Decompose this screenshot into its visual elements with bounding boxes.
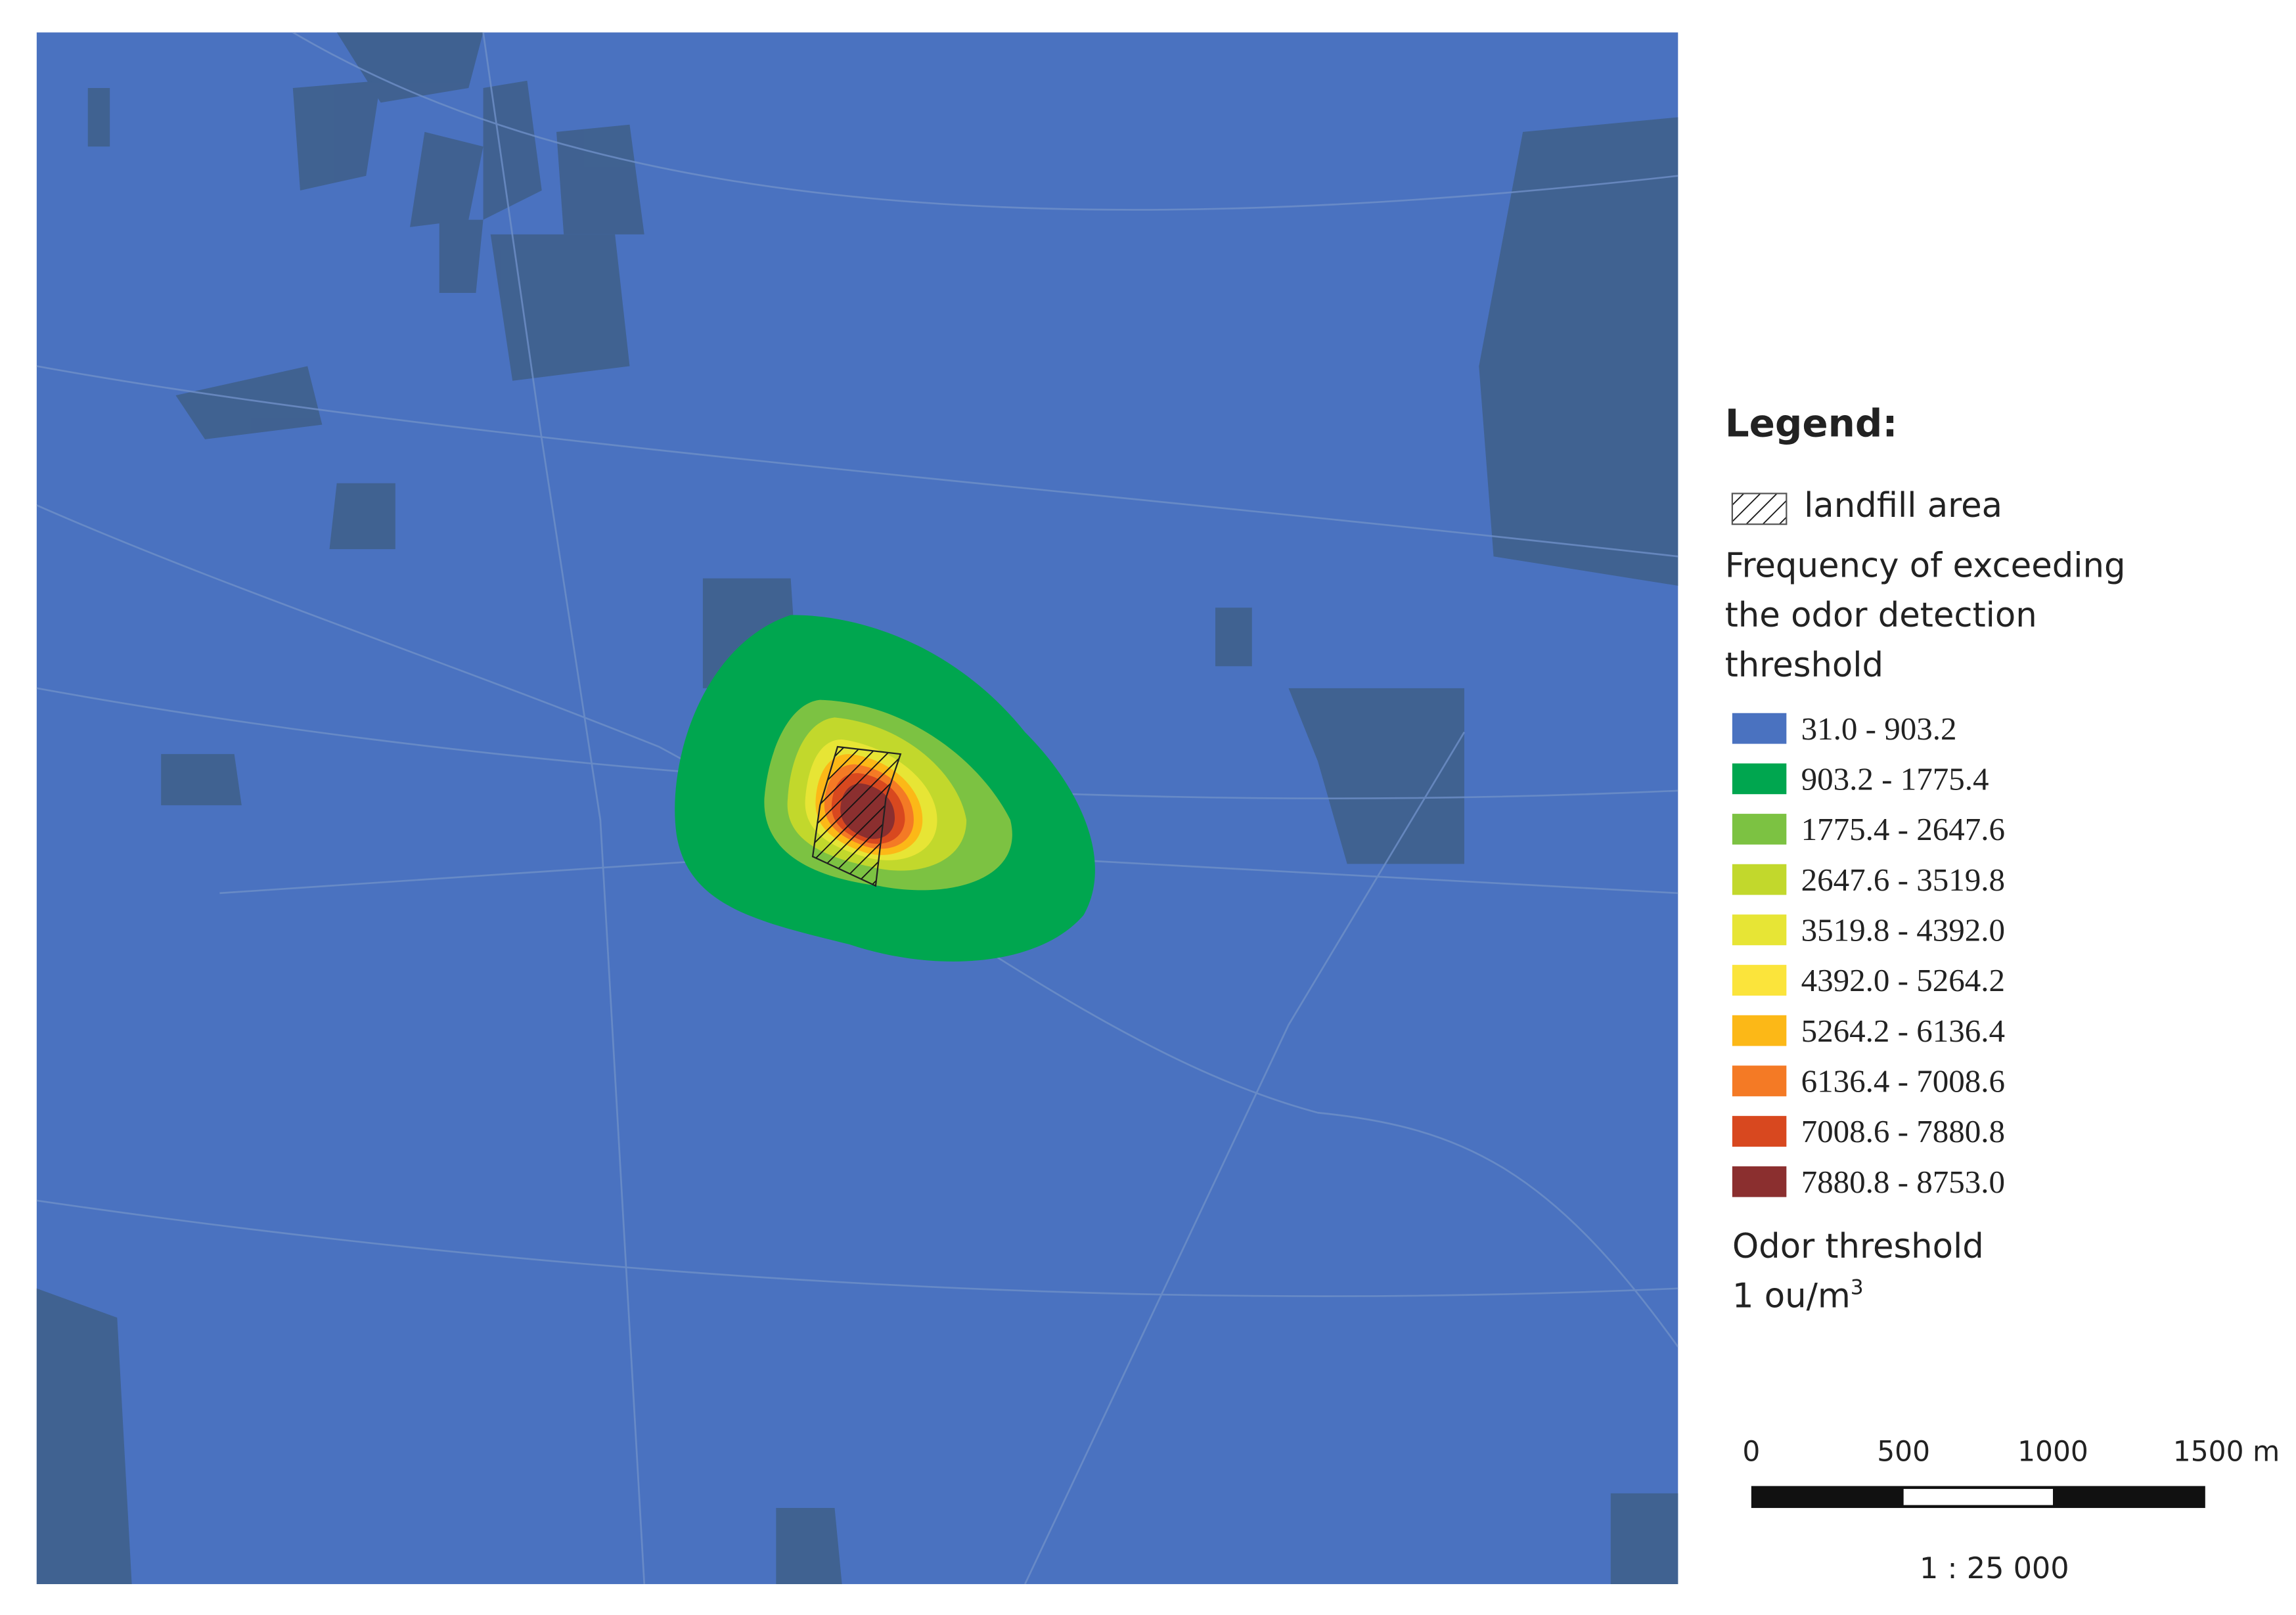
legend-swatch [1732, 1065, 1787, 1097]
threshold-text: 1 ou/m3 [1732, 1276, 1864, 1316]
scale-label: 500 [1877, 1436, 1930, 1468]
legend-heading: the odor detection [1725, 596, 2037, 635]
legend-label: 3519.8 - 4392.0 [1801, 912, 2005, 948]
scale-label: 1500 m [2173, 1436, 2280, 1468]
legend-swatch [1732, 763, 1787, 795]
scale-label: 0 [1742, 1436, 1760, 1468]
legend-swatch [1732, 914, 1787, 946]
legend-label: 6136.4 - 7008.6 [1801, 1063, 2005, 1099]
legend-swatch [1732, 814, 1787, 845]
legend-label: 2647.6 - 3519.8 [1801, 862, 2005, 898]
hatch-label: landfill area [1804, 486, 2002, 525]
scale-ratio: 1 : 25 000 [1920, 1551, 2069, 1585]
roads [36, 32, 1678, 1584]
odor-plume [675, 615, 1095, 962]
scale-bar: 0 500 1000 1500 m [1742, 1436, 2280, 1509]
legend-label: 5264.2 - 6136.4 [1801, 1013, 2005, 1049]
hatch-swatch [1731, 493, 1788, 525]
threshold-unit: 1 ou/m [1732, 1277, 1851, 1316]
scale-label: 1000 [2017, 1436, 2088, 1468]
legend-swatch [1732, 1116, 1787, 1147]
legend-label: 903.2 - 1775.4 [1801, 761, 1989, 797]
legend-swatch [1732, 965, 1787, 996]
legend-label: 7008.6 - 7880.8 [1801, 1113, 2005, 1149]
legend-label: 1775.4 - 2647.6 [1801, 811, 2005, 847]
legend-swatch [1732, 1166, 1787, 1197]
legend-label: 4392.0 - 5264.2 [1801, 962, 2005, 998]
scale-bar-segment [1903, 1489, 2053, 1505]
legend-heading: threshold [1725, 646, 1883, 685]
legend-label: 7880.8 - 8753.0 [1801, 1164, 2005, 1200]
forest-patches [36, 32, 1678, 1584]
legend-swatch [1732, 1015, 1787, 1046]
legend-swatch [1732, 864, 1787, 895]
legend-title: Legend: [1725, 401, 1898, 445]
threshold-title: Odor threshold [1732, 1227, 1984, 1266]
legend-heading: Frequency of exceeding [1725, 546, 2126, 585]
legend-swatch [1732, 713, 1787, 744]
map [36, 32, 1678, 1584]
legend-label: 31.0 - 903.2 [1801, 711, 1957, 747]
threshold-sup: 3 [1851, 1276, 1864, 1300]
